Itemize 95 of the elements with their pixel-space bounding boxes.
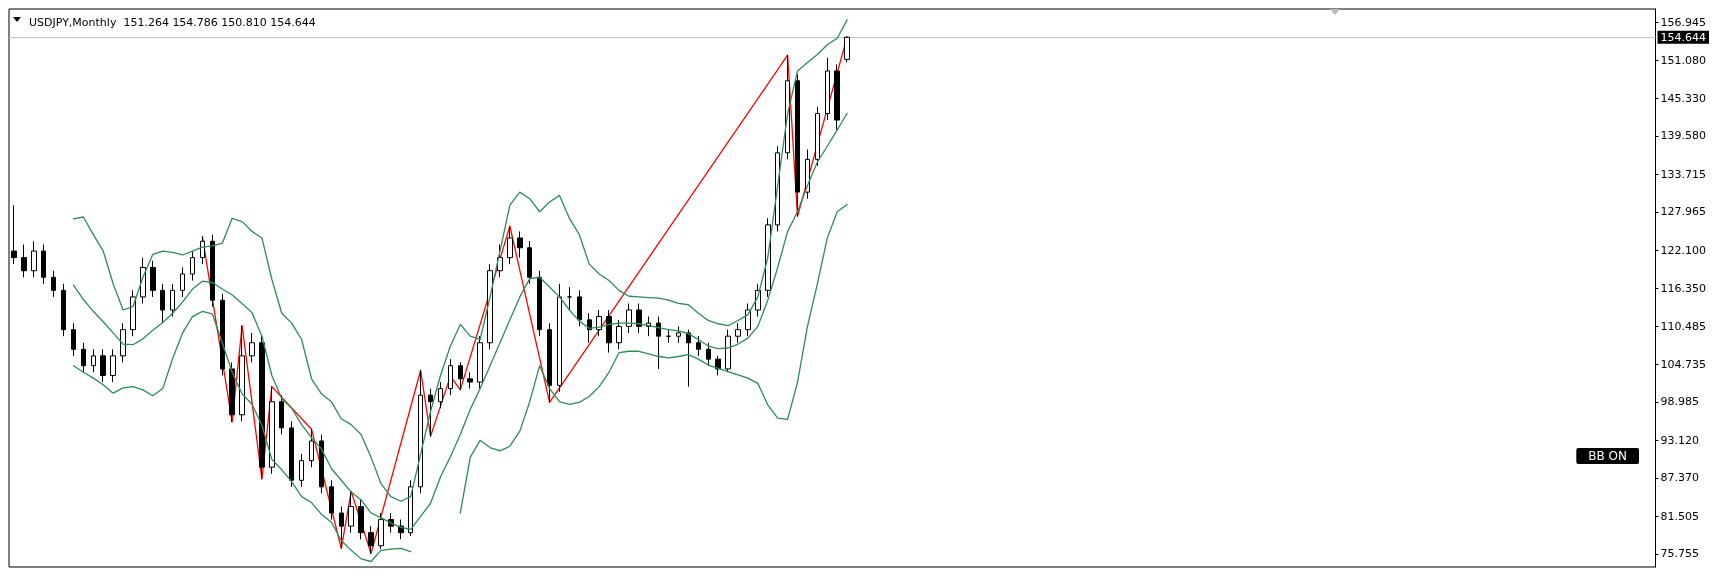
y-tick-label: 145.330 — [1660, 91, 1707, 105]
candlestick — [477, 335, 483, 390]
y-tick-label: 93.120 — [1660, 433, 1700, 447]
candlestick — [41, 244, 46, 285]
candlestick — [587, 312, 592, 344]
candlestick — [100, 348, 106, 383]
y-tick-label: 98.985 — [1660, 395, 1700, 409]
candlestick — [606, 309, 612, 354]
candlestick — [130, 289, 136, 337]
y-tick-label: 87.370 — [1660, 471, 1700, 485]
y-tick-label: 127.965 — [1660, 205, 1707, 219]
candlestick — [428, 388, 433, 437]
candlestick — [190, 250, 195, 282]
y-tick-label: 139.580 — [1660, 129, 1707, 143]
y-tick-label: 104.735 — [1660, 357, 1707, 371]
y-tick-label: 110.485 — [1660, 319, 1707, 333]
candlestick — [547, 322, 552, 403]
candlestick — [71, 322, 76, 357]
candlestick — [358, 499, 364, 540]
y-tick-label: 156.945 — [1660, 15, 1707, 29]
candlestick — [51, 270, 56, 298]
candlestick — [418, 369, 423, 494]
candlestick — [458, 361, 463, 391]
candlestick — [249, 332, 255, 363]
candlestick — [557, 283, 562, 393]
y-tick-label: 81.505 — [1660, 509, 1700, 523]
candlestick — [696, 335, 701, 357]
candlestick — [120, 322, 126, 363]
candlestick — [378, 512, 384, 550]
candlestick — [150, 260, 156, 298]
candlestick — [805, 149, 810, 200]
candlestick — [11, 204, 17, 265]
candlestick — [210, 234, 215, 308]
candlestick — [834, 63, 840, 131]
candlestick — [795, 73, 800, 217]
candlestick — [110, 348, 116, 383]
candlestick — [160, 283, 165, 324]
candlestick — [319, 433, 324, 494]
candlestick — [666, 329, 671, 344]
candlestick — [725, 329, 731, 373]
candlestick — [497, 244, 503, 278]
candlestick — [289, 420, 294, 488]
candlestick — [239, 325, 245, 422]
candlestick — [200, 236, 205, 265]
candlestick — [517, 230, 523, 259]
candlestick — [616, 319, 622, 350]
candlestick — [180, 266, 185, 298]
candlestick — [170, 283, 175, 318]
candlestick — [339, 505, 344, 549]
candlestick — [735, 322, 741, 344]
candlestick — [309, 428, 314, 468]
candlestick — [715, 355, 721, 376]
candlestick — [844, 35, 850, 63]
candlestick — [706, 342, 711, 367]
candlestick — [577, 289, 582, 327]
y-tick-label: 122.100 — [1660, 243, 1707, 257]
candlestick — [537, 270, 542, 337]
candlestick — [567, 286, 572, 311]
candlestick — [91, 348, 96, 373]
candlestick — [329, 479, 334, 521]
candlestick — [81, 342, 86, 373]
candlestick — [527, 240, 532, 285]
candlestick — [348, 490, 354, 534]
y-tick-label: 116.350 — [1660, 281, 1707, 295]
candlestick — [596, 309, 602, 337]
candlestick — [686, 329, 691, 388]
text: USDJPY,Monthly 151.264 154.786 150.810 154.644 — [29, 16, 316, 29]
y-tick-label: 151.080 — [1660, 54, 1707, 68]
candlestick — [487, 263, 493, 350]
candlestick — [31, 240, 37, 278]
candlestick — [21, 244, 27, 278]
candlestick — [785, 54, 790, 160]
candlestick — [299, 453, 304, 488]
y-tick-label: 75.755 — [1660, 547, 1700, 561]
candlestick — [676, 325, 681, 344]
candlestick — [61, 283, 66, 337]
annotation: BB ON — [1588, 449, 1627, 463]
candlestick — [745, 302, 751, 337]
candlestick — [279, 394, 284, 435]
candlestick — [448, 358, 453, 396]
candlestick — [140, 257, 146, 304]
candlestick — [368, 525, 374, 555]
ref-line-label: 154.644 — [1660, 30, 1707, 44]
candlestick — [815, 106, 820, 167]
y-tick-label: 133.715 — [1660, 167, 1707, 181]
candlestick — [825, 57, 830, 121]
candlestick — [467, 371, 473, 390]
candlestick — [269, 386, 275, 475]
candlestick — [259, 335, 265, 480]
line-series — [72, 112, 848, 531]
candlestick — [220, 293, 225, 376]
candlestick — [229, 361, 235, 423]
candlestick — [507, 225, 513, 265]
candlestick — [656, 316, 661, 370]
candlestick — [438, 381, 443, 409]
